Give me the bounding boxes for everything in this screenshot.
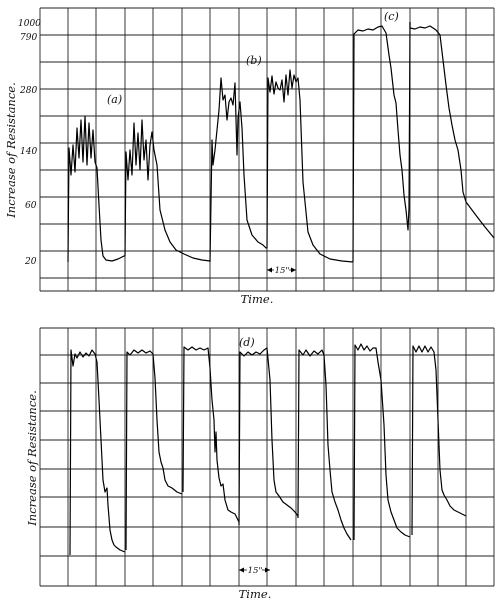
trace-a-1 — [67, 115, 125, 263]
y-tick-label: 790 — [20, 33, 37, 43]
trace-c-1 — [352, 21, 411, 263]
lower-grid — [39, 327, 495, 587]
lower-panel: Increase of Resistance. Time. (d) 15" — [25, 327, 495, 601]
upper-traces — [67, 21, 495, 263]
time-scale-label: 15" — [248, 566, 263, 576]
y-tick-label: 60 — [25, 201, 37, 211]
trace-d-5 — [297, 349, 352, 541]
trace-d-7 — [411, 345, 467, 536]
y-axis-label: Increase of Resistance. — [4, 82, 18, 218]
y-axis-label: Increase of Resistance. — [25, 390, 39, 526]
y-tick-label: 280 — [19, 86, 37, 96]
trace-d-2 — [125, 349, 183, 551]
y-tick-label: 20 — [24, 257, 37, 267]
time-scale-label: 15" — [275, 266, 290, 276]
trace-a-2 — [124, 119, 211, 262]
trace-b-2 — [266, 69, 354, 263]
trace-d-3 — [182, 346, 240, 523]
trace-d-1 — [69, 349, 126, 556]
curve-label-b: (b) — [246, 54, 262, 67]
lower-traces — [69, 343, 467, 556]
trace-d-6 — [353, 343, 411, 541]
curve-label-a: (a) — [107, 93, 122, 106]
curve-label-c: (c) — [384, 10, 399, 23]
trace-d-4 — [238, 347, 299, 526]
x-axis-label: Time. — [241, 292, 274, 306]
trace-b-1 — [209, 77, 267, 263]
time-scale-marker: 15" — [239, 564, 270, 576]
trace-c-2 — [409, 22, 495, 239]
curve-label-d: (d) — [239, 336, 255, 349]
time-scale-marker: 15" — [267, 264, 296, 276]
y-tick-label: 1000 — [18, 19, 41, 29]
x-axis-label: Time. — [239, 587, 272, 601]
y-tick-label: 140 — [20, 147, 37, 157]
upper-panel: 1000 790 280 140 60 20 Increase of Resis… — [4, 7, 495, 306]
